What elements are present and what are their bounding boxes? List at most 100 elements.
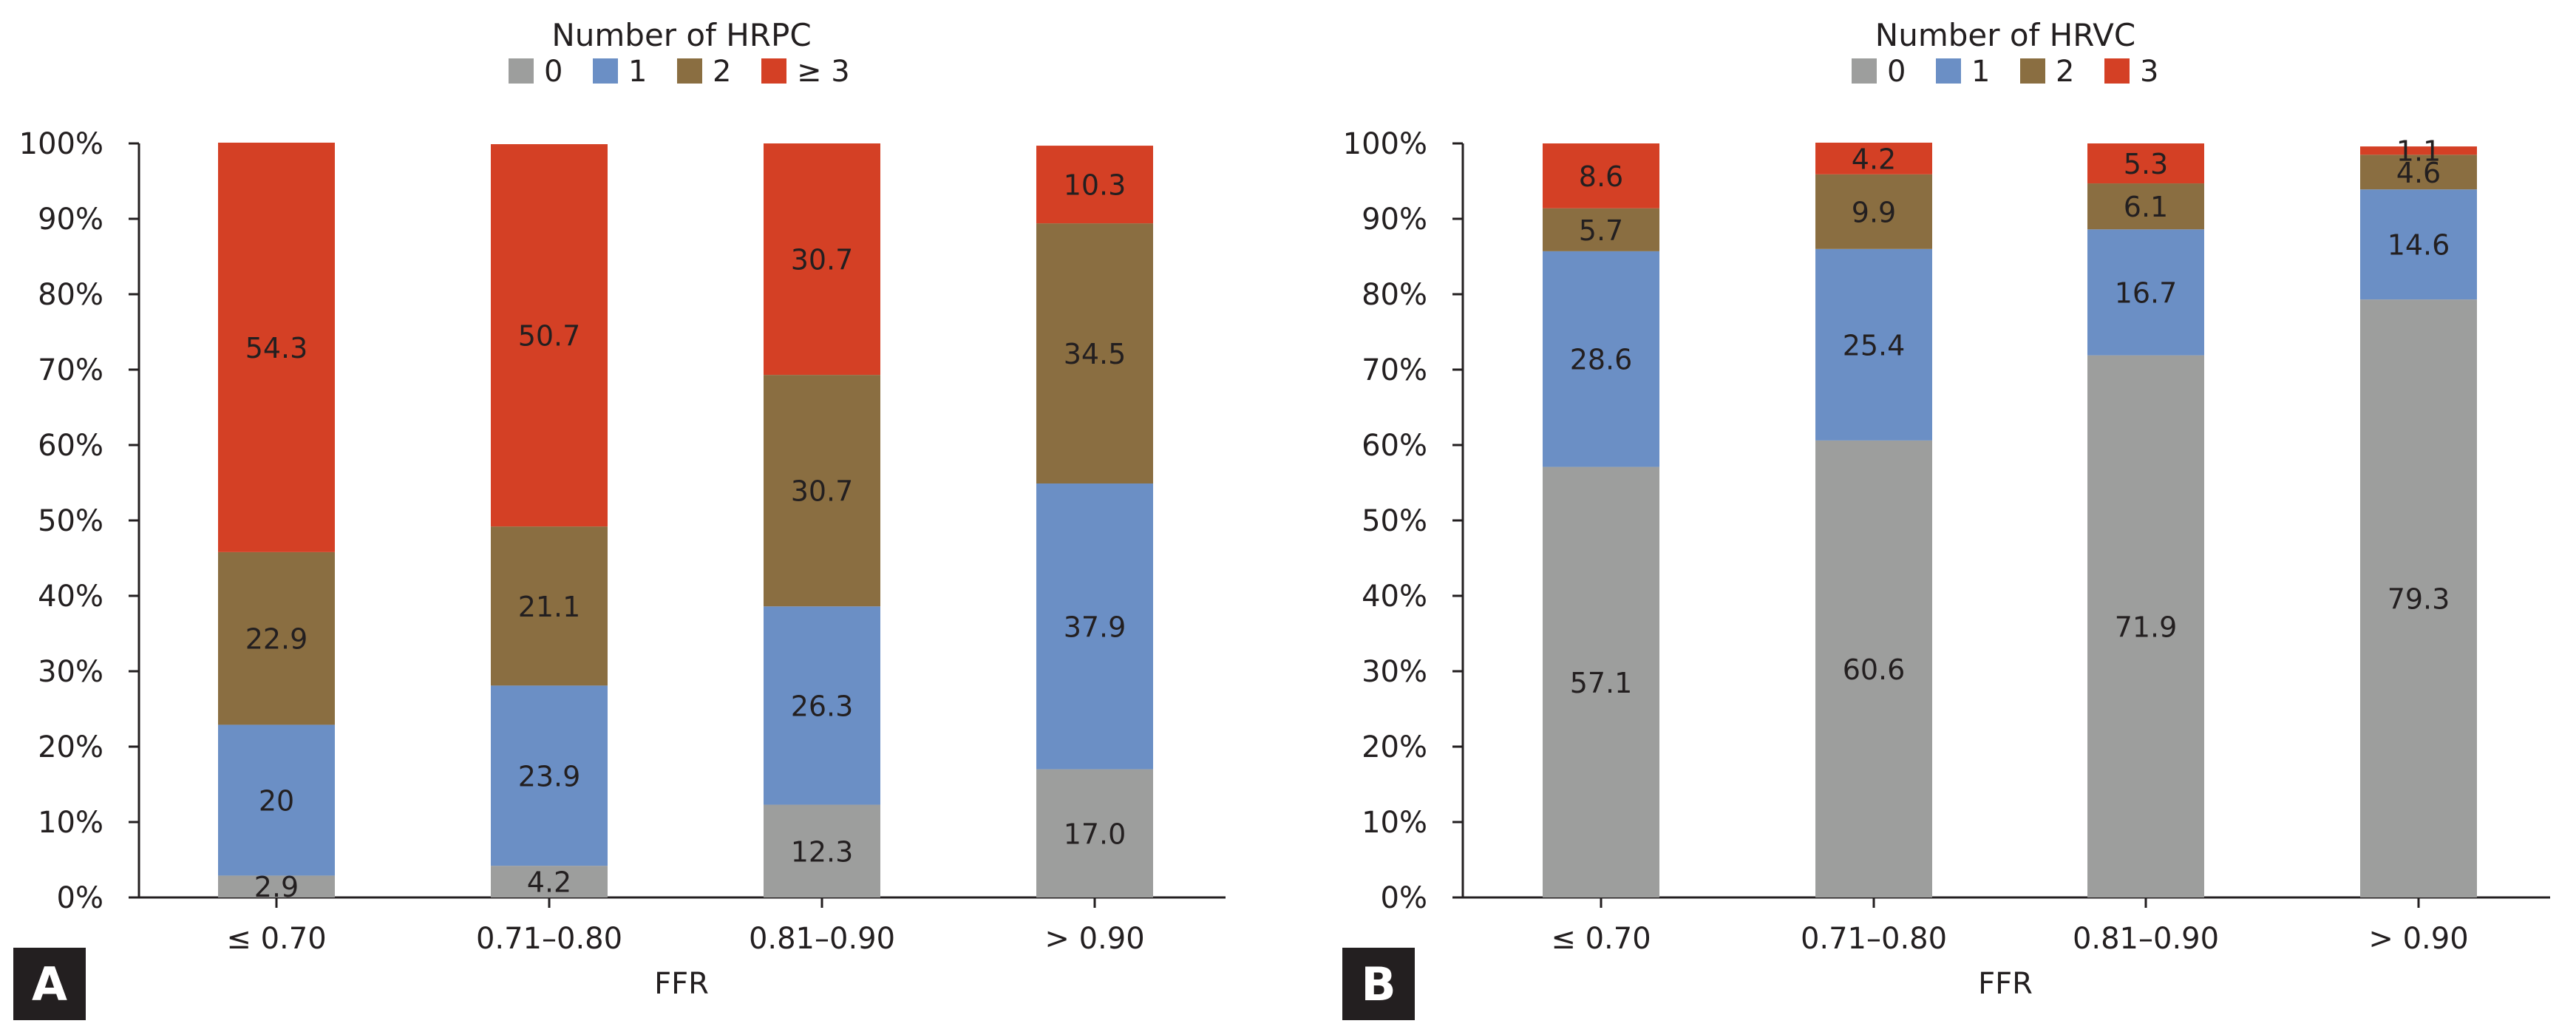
- data-label: 37.9: [1064, 611, 1126, 643]
- data-label: 28.6: [1570, 344, 1633, 376]
- x-tick-label: > 0.90: [1044, 922, 1144, 956]
- bar-segment: [1543, 251, 1659, 467]
- bar-segment: [1815, 440, 1932, 897]
- x-tick-label: ≤ 0.70: [226, 922, 326, 956]
- legend-item: 1: [593, 55, 647, 89]
- y-tick-label: 80%: [1362, 278, 1427, 312]
- legend-item: ≥ 3: [761, 55, 850, 89]
- legend-item: 0: [1852, 55, 1906, 89]
- panel-badge-background: [13, 948, 86, 1020]
- bar-segment: [491, 866, 608, 897]
- data-label: 22.9: [245, 623, 308, 656]
- data-label: 16.7: [2115, 276, 2178, 309]
- y-tick-label: 20%: [38, 730, 103, 764]
- bar-segment: [764, 375, 880, 607]
- data-label: 30.7: [791, 244, 854, 276]
- y-tick-label: 50%: [1362, 504, 1427, 538]
- legend-swatch: [677, 58, 702, 84]
- y-tick-label: 0%: [1381, 881, 1427, 915]
- y-tick-label: 70%: [1362, 353, 1427, 387]
- legend-swatch: [509, 58, 534, 84]
- bar-segment: [1543, 208, 1659, 251]
- legend-label: 2: [2056, 55, 2074, 89]
- legend-item: 0: [509, 55, 563, 89]
- data-label: 34.5: [1064, 338, 1126, 370]
- x-tick-label: 0.81–0.90: [749, 922, 895, 956]
- x-axis-title: FFR: [1978, 967, 2033, 1001]
- data-label: 17.0: [1064, 818, 1126, 850]
- bar-segment: [1036, 769, 1153, 897]
- bar-segment: [764, 606, 880, 805]
- bar-segment: [1036, 223, 1153, 484]
- bar-segment: [764, 804, 880, 897]
- y-tick-label: 80%: [38, 278, 103, 312]
- x-tick-label: 0.71–0.80: [1801, 922, 1947, 956]
- data-label: 50.7: [518, 320, 581, 353]
- bar-segment: [1815, 142, 1932, 174]
- bar-segment: [2087, 355, 2204, 897]
- x-tick-label: 0.81–0.90: [2073, 922, 2219, 956]
- data-label: 4.6: [2396, 157, 2441, 189]
- x-axis-title: FFR: [654, 967, 709, 1001]
- legend-item: 2: [2020, 55, 2074, 89]
- bar-segment: [764, 143, 880, 376]
- data-label: 9.9: [1852, 196, 1896, 228]
- legend-item: 3: [2104, 55, 2158, 89]
- data-label: 57.1: [1570, 667, 1633, 699]
- data-label: 6.1: [2124, 191, 2168, 223]
- legend-label: 0: [544, 55, 563, 89]
- legend-swatch: [2104, 58, 2130, 84]
- bar-segment: [1543, 466, 1659, 897]
- legend-swatch: [1852, 58, 1877, 84]
- y-tick-label: 40%: [1362, 580, 1427, 614]
- bar-segment: [2360, 146, 2477, 155]
- legend-swatch: [761, 58, 786, 84]
- legend: 0 1 2 3: [1852, 55, 2158, 89]
- y-tick-label: 50%: [38, 504, 103, 538]
- y-tick-label: 20%: [1362, 730, 1427, 764]
- y-tick-label: 40%: [38, 580, 103, 614]
- bar-segment: [1543, 143, 1659, 208]
- y-tick-label: 10%: [1362, 806, 1427, 840]
- y-tick-label: 100%: [19, 127, 103, 161]
- y-tick-label: 60%: [38, 429, 103, 463]
- data-label: 14.6: [2388, 229, 2450, 262]
- data-label: 71.9: [2115, 611, 2178, 643]
- bar-segment: [2360, 189, 2477, 300]
- legend-title: Number of HRVC: [1875, 17, 2135, 53]
- bar-segment: [218, 142, 335, 552]
- legend-swatch: [593, 58, 618, 84]
- bar-segment: [218, 875, 335, 897]
- x-tick-label: ≤ 0.70: [1551, 922, 1651, 956]
- data-label: 10.3: [1064, 169, 1126, 202]
- legend-label: 1: [628, 55, 647, 89]
- x-tick-label: 0.71–0.80: [476, 922, 622, 956]
- bar-segment: [2360, 155, 2477, 190]
- panel-badge-background: [1342, 948, 1415, 1020]
- y-tick-label: 10%: [38, 806, 103, 840]
- bar-segment: [1036, 146, 1153, 224]
- legend-swatch: [2020, 58, 2045, 84]
- bar-segment: [491, 685, 608, 866]
- legend-label: 2: [713, 55, 731, 89]
- bar-segment: [1815, 248, 1932, 441]
- y-tick-label: 90%: [38, 203, 103, 237]
- data-label: 25.4: [1843, 329, 1906, 361]
- bar-segment: [2087, 229, 2204, 356]
- y-tick-label: 0%: [57, 881, 103, 915]
- bar-segment: [218, 724, 335, 876]
- data-label: 60.6: [1843, 654, 1906, 686]
- y-tick-label: 70%: [38, 353, 103, 387]
- data-label: 5.7: [1579, 214, 1623, 247]
- bar-segment: [491, 526, 608, 686]
- data-label: 23.9: [518, 760, 581, 792]
- data-label: 30.7: [791, 475, 854, 508]
- data-label: 4.2: [527, 866, 571, 899]
- bar-segment: [1036, 483, 1153, 770]
- x-tick-label: > 0.90: [2368, 922, 2468, 956]
- legend-label: 1: [1971, 55, 1990, 89]
- panel-letter: A: [32, 957, 67, 1011]
